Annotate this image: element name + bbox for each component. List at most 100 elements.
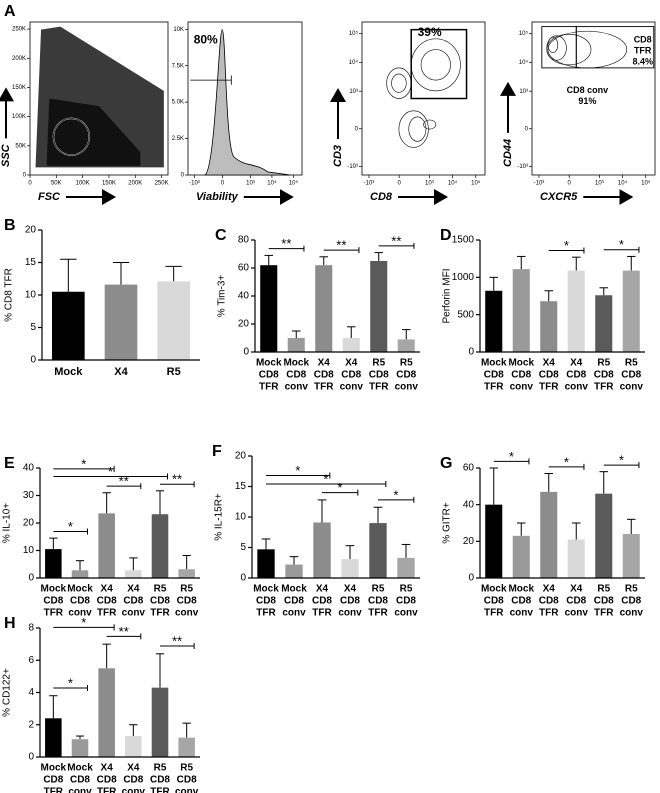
x-tick-label: conv <box>510 382 534 393</box>
gate <box>410 28 468 100</box>
y-tick-label: 0 <box>243 347 249 358</box>
x-tick-label: TFR <box>369 382 389 393</box>
x-tick-label: CD8 <box>70 775 90 786</box>
bar <box>540 491 558 578</box>
y-tick-label: 0 <box>468 347 474 358</box>
x-tick-label: TFR <box>368 608 388 619</box>
contour-decoration <box>408 116 427 142</box>
x-tick-label: CD8 <box>150 775 170 786</box>
x-tick-label: CD8 <box>396 596 416 607</box>
x-tick-label: 0 <box>398 181 402 187</box>
x-tick-label: R5 <box>180 584 193 595</box>
bar <box>257 549 275 578</box>
x-tick-label: CD8 <box>511 596 531 607</box>
x-tick-label: X4 <box>345 358 358 369</box>
y-tick-label: 20 <box>238 319 250 330</box>
significance-bracket <box>53 684 88 691</box>
x-tick-label: TFR <box>150 787 170 793</box>
significance-bracket <box>53 473 168 480</box>
y-tick-label: -10³ <box>347 164 358 170</box>
x-tick-label: CD8 <box>314 370 334 381</box>
x-tick-label: conv <box>565 608 589 619</box>
x-tick-label: R5 <box>154 584 167 595</box>
x-tick-label: CD8 <box>511 370 531 381</box>
y-tick-label: 10 <box>23 545 35 556</box>
x-tick-label: conv <box>338 608 362 619</box>
contour-decoration <box>420 49 451 81</box>
significance-bracket <box>322 489 359 496</box>
x-tick-label: R5 <box>180 763 193 774</box>
y-tick-label: 0 <box>240 573 246 584</box>
x-tick-label: conv <box>282 608 306 619</box>
x-tick-label: CD8 <box>368 596 388 607</box>
significance-label: * <box>81 615 86 630</box>
y-tick-label: 200K <box>12 56 26 62</box>
x-tick-label: 0 <box>221 181 225 187</box>
x-tick-label: TFR <box>539 382 559 393</box>
bar <box>52 291 85 360</box>
x-tick-label: R5 <box>372 584 385 595</box>
bar <box>622 270 640 352</box>
bar <box>397 339 415 352</box>
significance-label: * <box>81 456 86 471</box>
annotation: 39% <box>418 25 442 39</box>
x-tick-label: X4 <box>127 584 140 595</box>
panel-label: G <box>440 455 452 472</box>
flow-plot: -10³ 0 10³ 10⁴ 10⁵ -10³ 0 10³ 10⁴ 10⁵ CXCR5 CD44 CD8… <box>500 21 656 205</box>
x-tick-label: conv <box>122 608 146 619</box>
x-tick-label: Mock <box>481 584 507 595</box>
x-tick-label: R5 <box>597 358 610 369</box>
x-tick-label: R5 <box>625 584 638 595</box>
x-tick-label: -10³ <box>534 181 545 187</box>
y-tick-label: 0 <box>28 752 34 763</box>
x-tick-label: CD8 <box>594 370 614 381</box>
x-tick-label: TFR <box>44 608 64 619</box>
bar <box>595 295 613 352</box>
x-tick-label: CD8 <box>150 596 170 607</box>
bar <box>98 513 115 578</box>
y-tick-label: 5 <box>30 322 36 333</box>
annotation: CD8 conv <box>567 85 609 95</box>
bar <box>370 261 388 352</box>
y-tick-label: 20 <box>25 225 37 236</box>
x-tick-label: Mock <box>41 763 67 774</box>
panel-label: E <box>4 455 15 472</box>
y-tick-label: 60 <box>238 263 250 274</box>
bar <box>45 549 62 578</box>
y-axis-label: % CD8 TFR <box>4 268 15 322</box>
y-axis-label: % Tim-3+ <box>217 275 228 318</box>
panel-label: A <box>4 3 16 20</box>
y-tick-label: 0 <box>28 573 34 584</box>
x-axis-label: Viability <box>196 191 239 203</box>
y-tick-label: 0 <box>23 173 27 179</box>
flow-plot: 0 50K 100K 150K 200K 250K 0 50K 100K 150K 200K 250K… <box>0 21 169 205</box>
x-axis-label: CXCR5 <box>540 191 578 203</box>
x-tick-label: CD8 <box>256 596 276 607</box>
x-tick-label: 10⁴ <box>618 180 628 187</box>
x-tick-label: conv <box>175 787 199 793</box>
x-tick-label: CD8 <box>43 596 63 607</box>
x-tick-label: R5 <box>400 584 413 595</box>
x-tick-label: TFR <box>256 608 276 619</box>
bar-chart: 020406080MockCD8TFRMockCD8convX4CD8TFRX4… <box>217 233 420 393</box>
gate <box>575 26 655 69</box>
x-tick-label: X4 <box>570 358 583 369</box>
x-axis-label: CD8 <box>370 191 393 203</box>
bar <box>98 668 115 757</box>
x-tick-label: CD8 <box>341 370 361 381</box>
significance-bracket <box>603 246 640 253</box>
x-tick-label: CD8 <box>97 775 117 786</box>
x-tick-label: conv <box>122 787 146 793</box>
significance-bracket <box>268 245 305 252</box>
x-tick-label: 150K <box>102 181 116 187</box>
panel-label: H <box>4 615 16 632</box>
significance-bracket <box>106 483 142 490</box>
x-tick-label: conv <box>394 608 418 619</box>
x-tick-label: conv <box>395 382 419 393</box>
y-axis-label: CD44 <box>502 139 514 167</box>
significance-bracket <box>378 242 415 249</box>
x-tick-label: R5 <box>372 358 385 369</box>
x-tick-label: CD8 <box>177 775 197 786</box>
x-tick-label: Mock <box>256 358 282 369</box>
x-tick-label: 10³ <box>246 181 255 187</box>
